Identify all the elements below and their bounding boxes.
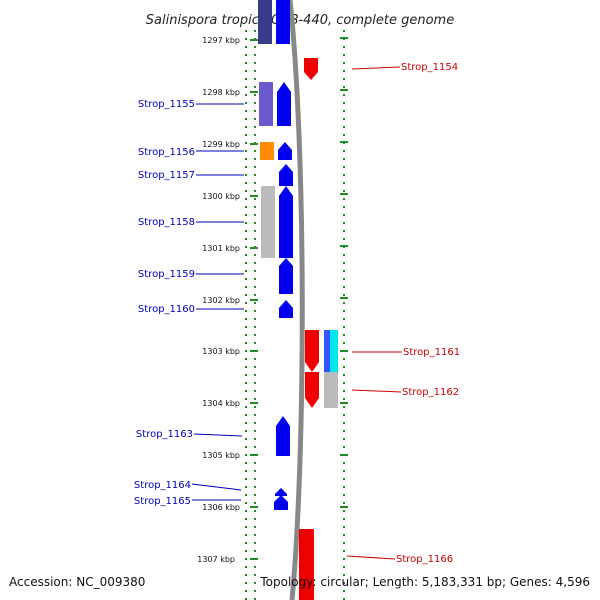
label-strop-1163: Strop_1163 [136,429,193,440]
feature-block-purple [259,82,273,126]
forward-labels: Strop_1155 Strop_1156 Strop_1157 Strop_1… [134,99,244,507]
gene-forward-1164 [275,488,287,496]
label-strop-1154: Strop_1154 [401,62,458,73]
label-strop-1166: Strop_1166 [396,554,453,565]
gene-reverse-1166 [299,529,314,600]
gene-reverse-1162 [305,372,319,408]
gene-forward-1155 [277,82,291,126]
gene-forward-1156 [278,142,292,160]
tick-label-1304: 1304 kbp [202,399,240,408]
gene-reverse-1154 [304,58,318,80]
gene-forward-1157 [279,164,293,186]
label-strop-1155: Strop_1155 [138,99,195,110]
gene-forward-1163 [276,416,290,456]
feature-block-grey-right [324,372,338,408]
label-strop-1158: Strop_1158 [138,217,195,228]
feature-block-top-left [258,0,272,44]
left-dotted-ruler [245,30,256,600]
accession-text: Accession: NC_009380 [9,575,145,589]
scale-ticks: 1297 kbp 1298 kbp 1299 kbp 1300 kbp 1301… [197,36,348,564]
label-strop-1159: Strop_1159 [138,269,195,280]
label-strop-1165: Strop_1165 [134,496,191,507]
label-strop-1157: Strop_1157 [138,170,195,181]
genome-backbone [287,0,305,600]
gene-forward-1165 [274,495,288,510]
tick-label-1298: 1298 kbp [202,88,240,97]
tick-label-1299: 1299 kbp [202,140,240,149]
feature-block-grey [261,186,275,258]
tick-label-1307: 1307 kbp [197,555,235,564]
feature-block-blue-edge [324,330,330,372]
map-title: Salinispora tropica CNB-440, complete ge… [146,13,454,28]
gene-forward-top [276,0,290,44]
tick-label-1297: 1297 kbp [202,36,240,45]
label-strop-1164: Strop_1164 [134,480,191,491]
tick-label-1300: 1300 kbp [202,192,240,201]
tick-label-1305: 1305 kbp [202,451,240,460]
label-strop-1161: Strop_1161 [403,347,460,358]
gene-forward-1159 [279,258,293,294]
gene-forward-1158 [279,186,293,258]
label-strop-1156: Strop_1156 [138,147,195,158]
genome-summary-text: Topology: circular; Length: 5,183,331 bp… [259,575,590,589]
reverse-labels: Strop_1154 Strop_1161 Strop_1162 Strop_1… [346,62,460,565]
label-strop-1160: Strop_1160 [138,304,195,315]
gene-forward-1160 [279,300,293,318]
tick-label-1303: 1303 kbp [202,347,240,356]
gene-reverse-1161 [305,330,319,372]
tick-label-1306: 1306 kbp [202,503,240,512]
tick-label-1301: 1301 kbp [202,244,240,253]
tick-label-1302: 1302 kbp [202,296,240,305]
feature-block-orange [260,142,274,160]
label-strop-1162: Strop_1162 [402,387,459,398]
